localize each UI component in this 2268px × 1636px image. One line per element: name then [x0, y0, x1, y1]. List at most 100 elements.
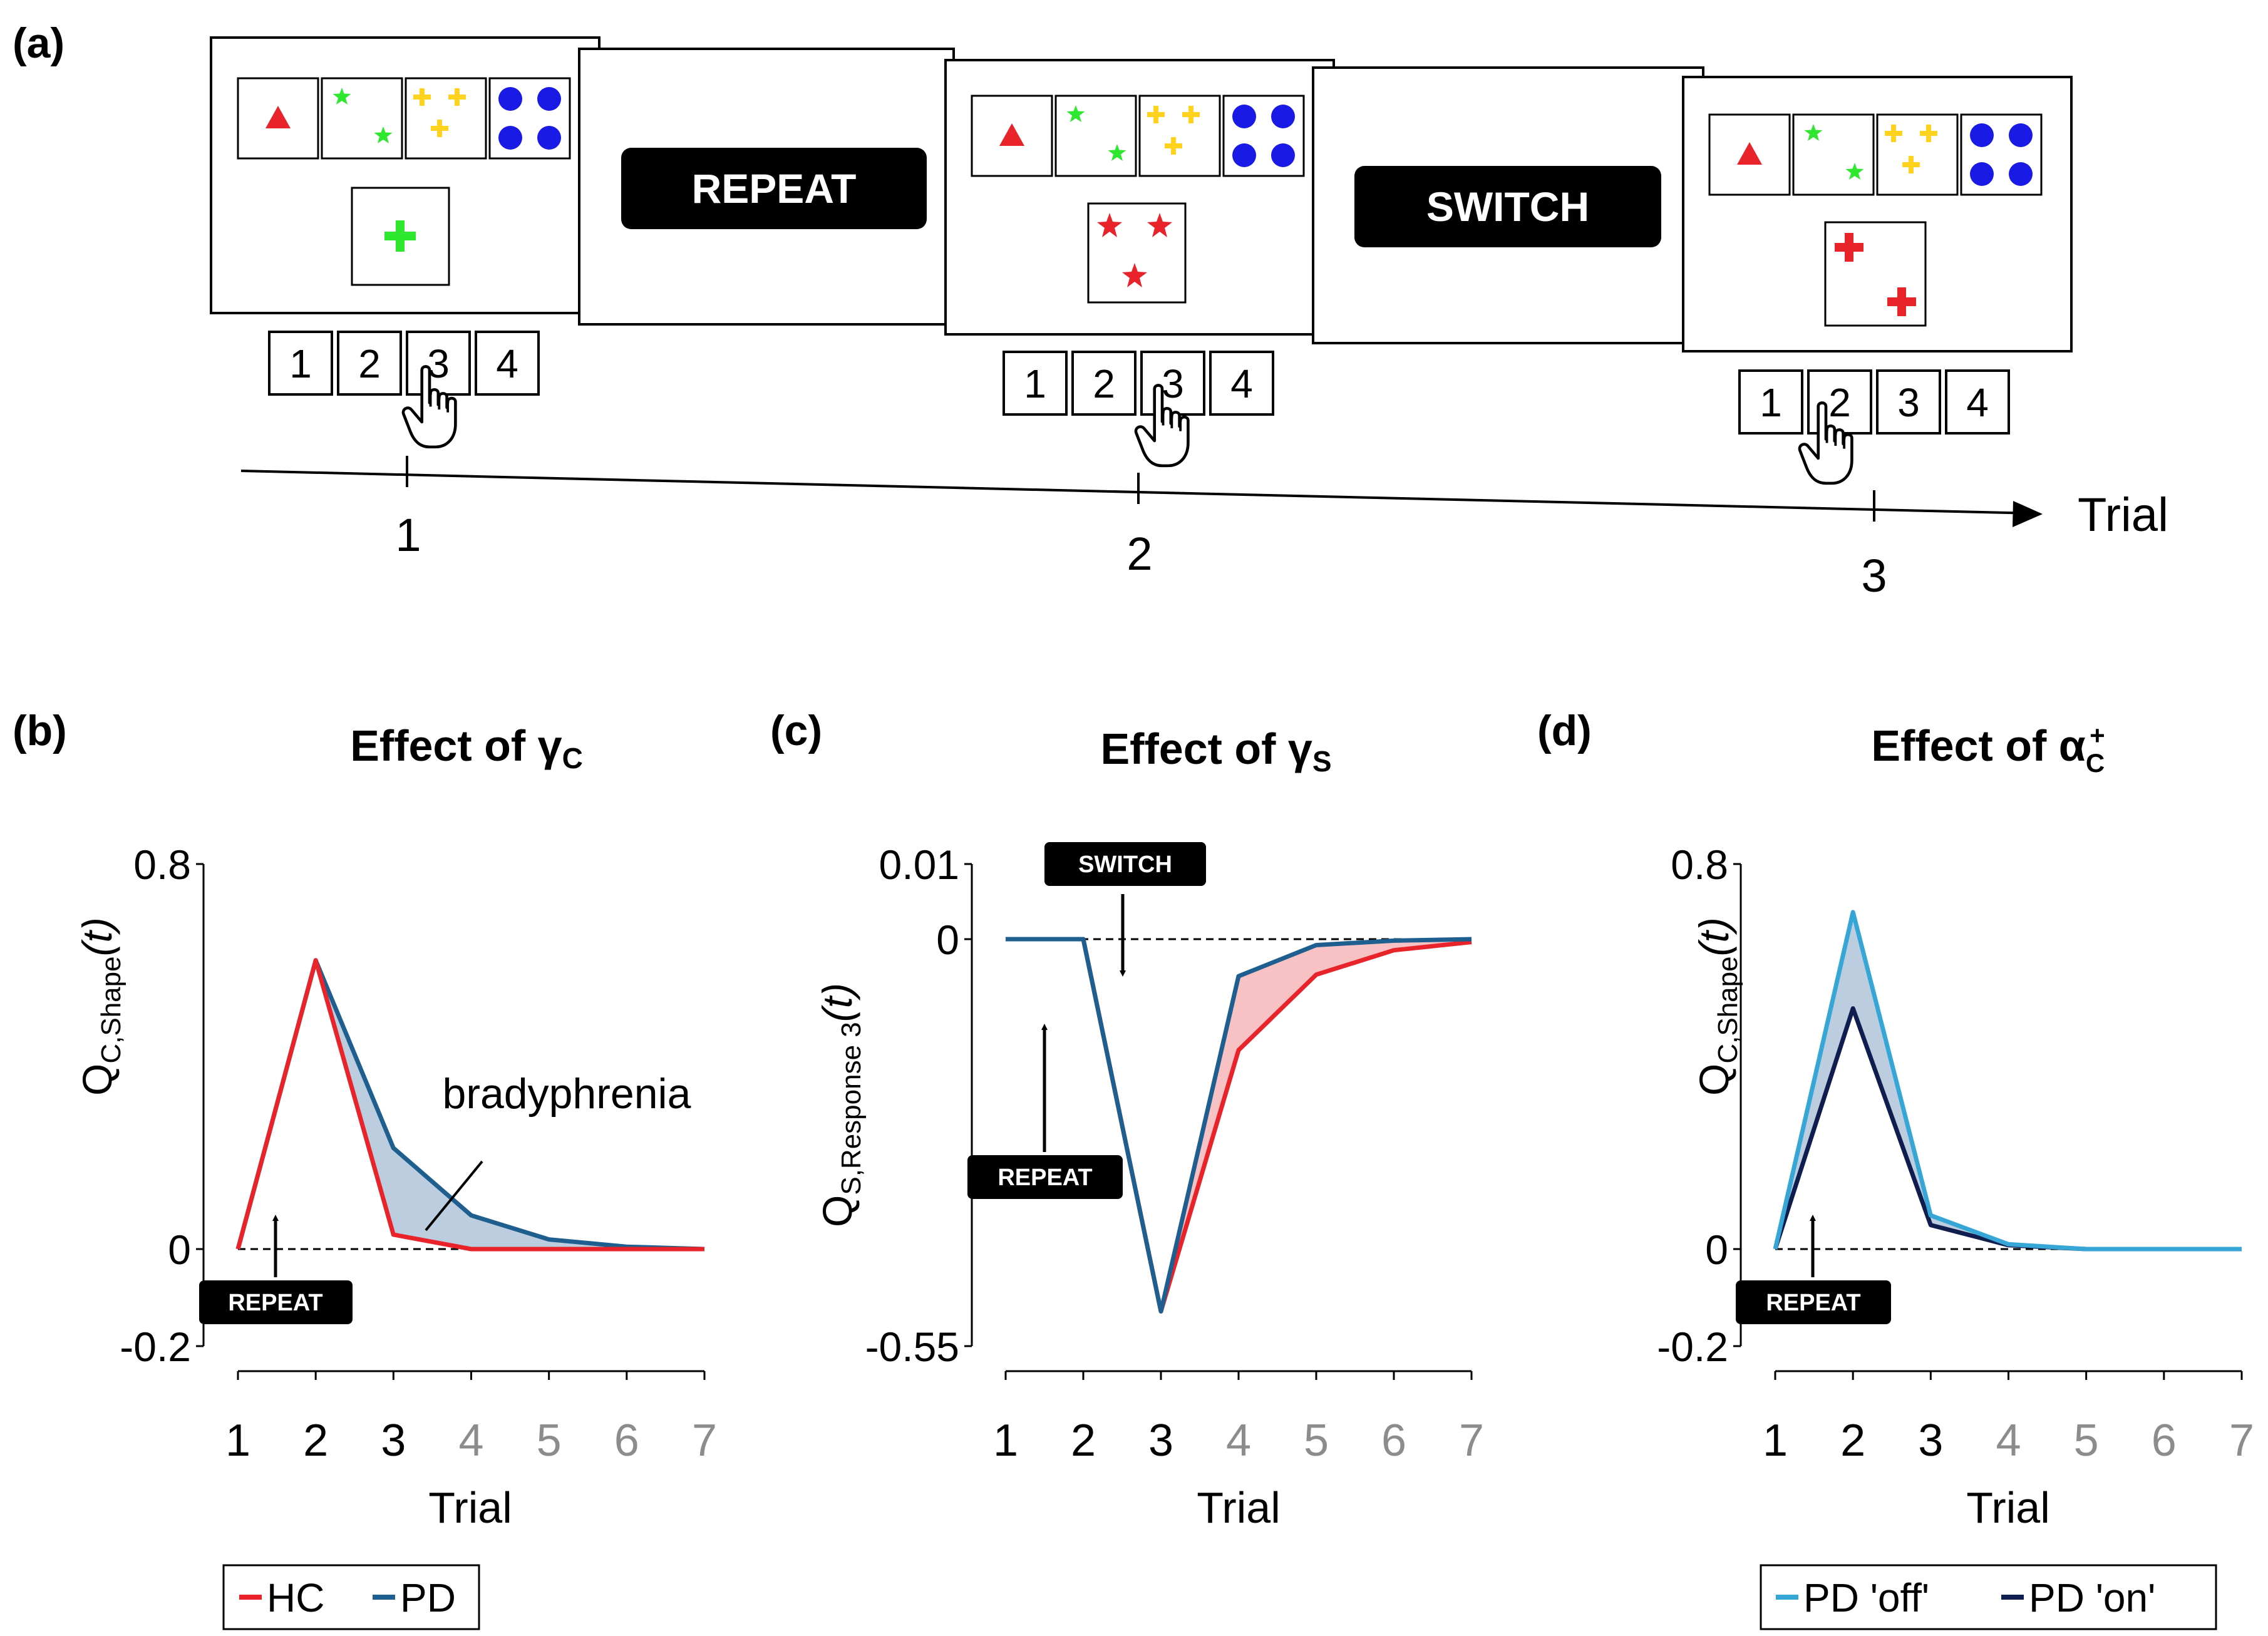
x-tick-label: 2 — [1840, 1416, 1865, 1466]
x-axis-label: Trial — [428, 1483, 512, 1532]
panel-a: (a) Trial 1 2 3 — [13, 19, 2168, 602]
star-shape — [1845, 163, 1864, 180]
series-line-pd-on — [1773, 1006, 2242, 1252]
key-label: 1 — [1760, 380, 1782, 425]
card-yellow-cross — [1138, 95, 1221, 177]
switch-cue-text: SWITCH — [1426, 183, 1589, 230]
card-blue-circle — [1222, 95, 1305, 177]
circle-shape — [498, 126, 522, 150]
star-shape — [1147, 213, 1172, 237]
repeat-cue-text: REPEAT — [1766, 1290, 1860, 1316]
cross-shape — [413, 88, 431, 106]
repeat-cue-banner — [1736, 1280, 1891, 1324]
legend-label-pd: PD — [400, 1575, 456, 1620]
bradyphrenia-annotation: bradyphrenia — [443, 1070, 691, 1118]
x-tick-label: 4 — [458, 1416, 483, 1466]
star-shape — [1804, 124, 1823, 141]
x-axis-label: Trial — [1197, 1483, 1281, 1532]
target-card-red-star — [1087, 202, 1187, 304]
cross-shape — [1902, 156, 1920, 173]
panel-label-c: (c) — [770, 707, 822, 754]
timeline-ticks: 1 2 3 — [395, 456, 1887, 602]
cross-shape — [448, 88, 466, 106]
switch-cue-banner — [1044, 842, 1206, 886]
x-tick-label: 6 — [1381, 1416, 1406, 1466]
response-key-4[interactable] — [1209, 351, 1274, 416]
star-shape — [1108, 144, 1126, 161]
key-label: 1 — [1024, 361, 1046, 406]
x-tick-label: 3 — [1148, 1416, 1173, 1466]
x-tick-label: 7 — [2229, 1416, 2254, 1466]
y-tick-label: -0.2 — [1657, 1324, 1728, 1370]
key-label: 4 — [1230, 361, 1253, 406]
cross-shape — [384, 220, 416, 252]
y-tick-label: 0.01 — [879, 841, 959, 888]
response-keys-trial-1: 1 2 3 4 — [268, 331, 540, 447]
panel-c-chart: (c) Effect of γS QS,Response 3(t) -0.55 0… — [770, 707, 1484, 1532]
y-axis-label: QS,Response 3(t) — [814, 983, 867, 1227]
triangle-shape — [1737, 142, 1762, 165]
key-label: 2 — [358, 341, 381, 386]
response-key-2[interactable] — [1071, 351, 1137, 416]
legend-label-pd-off: PD 'off' — [1803, 1575, 1929, 1620]
trial-3-screen — [1682, 76, 2073, 352]
key-label: 1 — [289, 341, 312, 386]
plot-area: -0.55 0 0.01 1 2 3 4 5 6 7 — [865, 841, 1484, 1466]
panel-label-b: (b) — [13, 707, 67, 754]
chart-title: Effect of γC — [350, 721, 583, 774]
cross-shape — [431, 120, 448, 137]
circle-shape — [1232, 105, 1256, 128]
target-card-red-cross — [1824, 221, 1927, 327]
y-tick-label: 0.8 — [133, 841, 191, 888]
x-tick-label: 3 — [381, 1416, 406, 1466]
star-shape — [1097, 213, 1122, 237]
key-label: 2 — [1093, 361, 1115, 406]
series-line-pd — [1006, 937, 1472, 1314]
card-green-star — [1054, 95, 1137, 177]
timeline-label: Trial — [2078, 488, 2168, 542]
response-key-1[interactable] — [1003, 351, 1068, 416]
difference-shading — [1006, 939, 1472, 1312]
circle-shape — [1271, 105, 1295, 128]
triangle-shape — [999, 123, 1024, 146]
response-key-4[interactable] — [475, 331, 540, 396]
y-tick-label: 0 — [168, 1227, 191, 1273]
switch-cue-text: SWITCH — [1078, 851, 1172, 878]
key-label: 2 — [1828, 380, 1851, 425]
key-label: 4 — [496, 341, 518, 386]
plot-area: -0.2 0 0.8 1 2 3 4 5 6 7 — [1657, 841, 2254, 1466]
x-tick-label: 1 — [225, 1416, 250, 1466]
x-tick-label: 1 — [1763, 1416, 1788, 1466]
repeat-cue-screen: REPEAT — [578, 48, 955, 326]
response-key-1[interactable] — [1738, 369, 1803, 435]
repeat-cue-banner — [621, 148, 927, 229]
response-key-1[interactable] — [268, 331, 333, 396]
response-key-3[interactable] — [1876, 369, 1941, 435]
star-shape — [374, 126, 393, 143]
cross-shape — [1165, 137, 1182, 155]
series-line-pd-off — [1773, 910, 2242, 1252]
cross-shape — [1182, 106, 1200, 123]
star-shape — [1122, 263, 1147, 287]
trial-2-screen — [944, 59, 1335, 336]
card-yellow-cross — [405, 77, 487, 160]
card-yellow-cross — [1876, 113, 1959, 196]
key-label: 3 — [1897, 380, 1920, 425]
y-tick-label: 0.8 — [1671, 841, 1728, 888]
star-shape — [332, 88, 351, 105]
chart-title: Effect of αC+ — [1871, 721, 2105, 778]
cross-shape — [1147, 106, 1165, 123]
response-keys-trial-3: 1 2 3 4 — [1738, 369, 2010, 483]
circle-shape — [1970, 162, 1994, 186]
x-tick-label: 2 — [1071, 1416, 1096, 1466]
x-tick-label: 5 — [1304, 1416, 1329, 1466]
triangle-shape — [265, 106, 291, 128]
response-keys-trial-2: 1 2 3 4 — [1003, 351, 1274, 466]
legend — [222, 1564, 480, 1630]
repeat-cue-text: REPEAT — [692, 165, 857, 212]
response-key-2[interactable] — [337, 331, 402, 396]
reference-cards — [971, 95, 1305, 177]
x-tick-label: 6 — [2152, 1416, 2177, 1466]
response-key-4[interactable] — [1945, 369, 2010, 435]
panel-label-a: (a) — [13, 19, 64, 67]
